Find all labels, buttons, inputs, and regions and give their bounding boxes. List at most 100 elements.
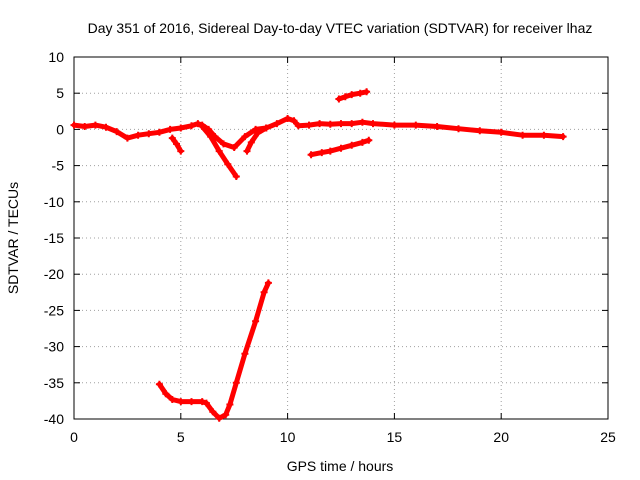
data-point (177, 147, 185, 155)
data-point (247, 138, 255, 146)
series-descent-6-8h (198, 123, 240, 180)
y-tick-label: -20 (44, 266, 64, 282)
data-point (162, 390, 170, 398)
data-point (348, 91, 356, 99)
y-tick-label: 0 (56, 121, 64, 137)
data-point (215, 414, 223, 422)
x-tick-label: 5 (177, 429, 185, 445)
y-tick-label: -35 (44, 375, 64, 391)
y-tick-label: 5 (56, 85, 64, 101)
data-point (241, 350, 249, 358)
data-point (81, 123, 89, 130)
data-point (177, 398, 185, 406)
data-point (194, 120, 202, 128)
data-point (232, 173, 240, 180)
data-point (412, 121, 420, 129)
x-axis-label: GPS time / hours (287, 458, 394, 474)
data-point (519, 131, 527, 139)
x-tick-label: 15 (387, 429, 403, 445)
data-point (252, 317, 260, 325)
data-point (365, 136, 373, 144)
series-lower-line-11-14h (307, 136, 373, 159)
y-tick-label: -5 (52, 158, 65, 174)
y-tick-label: -15 (44, 230, 64, 246)
data-point (113, 128, 121, 136)
data-point (294, 122, 302, 130)
data-point (348, 141, 356, 149)
series-deep-trough (155, 279, 272, 422)
x-tick-label: 0 (70, 429, 78, 445)
data-point (102, 123, 110, 131)
data-point (284, 115, 292, 122)
data-point (207, 133, 215, 141)
data-point (559, 133, 567, 141)
data-point (209, 408, 217, 416)
data-point (348, 120, 356, 128)
y-tick-label: -40 (44, 411, 64, 427)
data-point (335, 95, 343, 103)
series-layer (70, 88, 567, 422)
data-point (168, 396, 176, 403)
data-point (433, 123, 441, 130)
data-point (254, 129, 262, 137)
data-point (264, 279, 272, 287)
data-point (232, 379, 240, 387)
x-axis-ticks: 0 5 10 15 20 25 (70, 57, 616, 445)
data-point (215, 147, 223, 155)
x-tick-label: 10 (280, 429, 296, 445)
data-point (540, 131, 548, 139)
data-point (222, 411, 230, 419)
data-point (226, 401, 234, 408)
data-point (123, 134, 131, 142)
data-point (305, 121, 313, 129)
data-point (155, 128, 163, 136)
y-tick-label: -25 (44, 302, 64, 318)
data-point (358, 138, 366, 146)
data-point (202, 399, 210, 407)
data-point (145, 130, 153, 138)
data-point (241, 133, 249, 141)
data-point (188, 122, 195, 130)
data-point (173, 140, 180, 148)
series-drop-near-5h (168, 134, 185, 155)
x-tick-label: 20 (493, 429, 509, 445)
y-axis-ticks: 10 5 0 -5 -10 -15 -20 -25 -30 -35 -40 (44, 49, 608, 427)
data-point (168, 134, 176, 142)
data-point (230, 144, 238, 151)
x-tick-label: 25 (600, 429, 616, 445)
series-line (244, 125, 269, 154)
chart-title: Day 351 of 2016, Sidereal Day-to-day VTE… (88, 20, 593, 36)
data-point (260, 288, 268, 296)
data-point (70, 121, 78, 129)
data-point (220, 140, 227, 148)
series-line (156, 280, 271, 421)
grid-lines (74, 57, 608, 419)
y-axis-label: SDTVAR / TECUs (5, 182, 21, 294)
data-point (369, 120, 377, 128)
data-point (307, 151, 315, 159)
data-point (341, 93, 349, 101)
y-tick-label: -30 (44, 339, 64, 355)
data-point (198, 398, 206, 406)
data-point (326, 147, 334, 155)
data-point (316, 120, 324, 128)
data-point (318, 149, 326, 157)
series-spike-8h (243, 124, 270, 155)
y-tick-label: 10 (48, 49, 64, 65)
data-point (166, 125, 174, 133)
data-point (155, 380, 163, 388)
series-upper-arc-12-14h (335, 88, 371, 103)
data-point (290, 117, 298, 125)
data-point (337, 144, 345, 152)
data-point (243, 147, 251, 155)
data-point (356, 89, 364, 97)
y-tick-label: -10 (44, 194, 64, 210)
data-point (177, 124, 185, 132)
data-point (262, 124, 270, 132)
data-point (455, 125, 462, 133)
data-point (390, 121, 398, 129)
data-point (326, 120, 334, 128)
series-main-trace (70, 115, 567, 151)
data-point (224, 160, 232, 168)
